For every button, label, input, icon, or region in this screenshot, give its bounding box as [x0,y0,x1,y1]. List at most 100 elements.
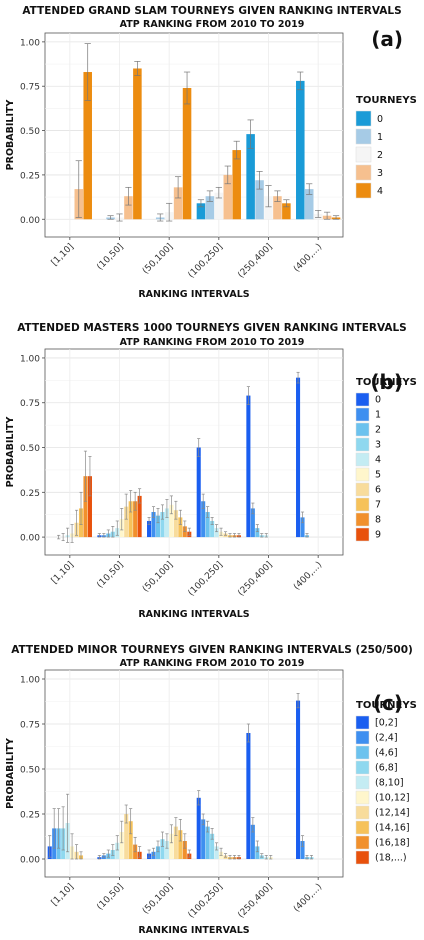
legend-label: 1 [375,409,381,420]
y-tick-label: 0.75 [20,721,40,731]
bar-8-(10,50] [133,501,138,538]
bar-1-(100,250] [201,501,206,538]
bar-3-(250,400] [273,196,282,220]
legend-swatch-[0,2] [355,715,370,730]
bar-1-(50,100] [151,512,156,538]
legend-swatch-0 [355,110,372,127]
bar-(2,4]-(250,400] [250,824,255,859]
bar-(12,14]-(50,100] [173,826,178,859]
bar-9-(10,50] [137,495,142,538]
y-tick-label: 0.25 [20,171,40,181]
x-tick-label: (400,...) [292,242,324,274]
bar-(14,16]-(10,50] [128,821,133,859]
legend-label: 5 [375,469,381,480]
x-tick-label: (10,50] [95,882,125,912]
legend: TOURNEYS 0 1 2 3 4 5 6 7 8 9 [355,377,417,542]
bar-0-(250,400] [246,395,251,538]
y-tick-label: 0.00 [20,534,40,544]
bar-(16,18]-(50,100] [182,841,187,859]
legend-swatch-5 [355,467,370,482]
bar-(14,16]-(50,100] [178,830,183,859]
x-tick-label: (100,250] [187,882,225,920]
x-tick-label: (50,100] [141,560,175,594]
x-tick-label: (250,400] [236,242,274,280]
x-axis-title: RANKING INTERVALS [138,289,249,300]
x-tick-label: (10,50] [95,242,125,272]
legend-title: TOURNEYS [356,700,417,711]
chart-panel-3: ATTENDED MINOR TOURNEYS GIVEN RANKING IN… [5,644,417,936]
y-tick-label: 0.25 [20,489,40,499]
legend: TOURNEYS [0,2] (2,4] (4,6] (6,8] (8,10] (10,12… [355,700,417,865]
bar-6-(10,50] [124,506,129,538]
panel-label: (b) [370,370,403,394]
legend-label: 6 [375,484,381,495]
legend-label: 8 [375,514,381,525]
legend-swatch-(2,4] [355,730,370,745]
x-tick-label: (250,400] [236,560,274,598]
legend-label: 3 [377,168,383,179]
bar-4-(50,100] [164,508,169,538]
chart-title: ATTENDED GRAND SLAM TOURNEYS GIVEN RANKI… [22,5,401,17]
y-tick-label: 0.50 [20,127,40,137]
bar-[0,2]-(400,...) [296,700,301,859]
plot-area [44,348,344,556]
bar-(2,4]-(100,250] [201,819,206,859]
bar-3-(100,250] [223,174,233,220]
y-tick-label: 0.50 [20,444,40,454]
bar-4-(250,400] [282,203,291,220]
y-tick-label: 0.50 [20,766,40,776]
x-tick-label: (50,100] [141,882,175,916]
bar-4-(100,250] [214,528,219,538]
bar-9-[1,10] [87,476,92,538]
x-tick-label: (400,...) [292,560,324,592]
legend-label: 0 [377,114,383,125]
legend-swatch-0 [355,392,370,407]
bar-0-(400,...) [296,377,301,538]
bar-(4,6]-(100,250] [205,826,210,859]
legend-swatch-4 [355,182,372,199]
bar-2-(50,100] [155,515,161,538]
bar-(6,8]-(50,100] [160,839,165,859]
legend-swatch-8 [355,512,370,527]
y-tick-label: 0.75 [20,399,40,409]
legend-label: (6,8] [375,762,398,773]
panel-label: (a) [371,27,403,51]
bar-(6,8]-(100,250] [210,833,215,859]
legend-label: 4 [375,454,381,465]
legend-label: 2 [377,150,383,161]
legend-swatch-3 [355,437,370,452]
chart-subtitle: ATP RANKING FROM 2010 TO 2019 [120,658,305,669]
chart-subtitle: ATP RANKING FROM 2010 TO 2019 [120,19,305,30]
bar-1-(400,...) [300,517,305,538]
legend-title: TOURNEYS [356,95,417,106]
bar-0-(100,250] [196,447,201,538]
legend-label: 0 [375,394,381,405]
legend-label: 2 [375,424,381,435]
legend-swatch-(4,6] [355,745,370,760]
legend-swatch-(6,8] [355,760,370,775]
bar-3-(50,100] [173,187,183,220]
bar-0-(400,...) [296,80,305,220]
bar-6-(50,100] [173,510,178,538]
bar-4-(100,250] [232,150,241,220]
bar-2-(100,250] [214,192,224,220]
legend: TOURNEYS 0 1 2 3 4 [355,95,417,199]
y-tick-label: 0.75 [20,83,40,93]
x-tick-label: (100,250] [187,242,225,280]
y-tick-label: 0.00 [20,856,40,866]
bar-[0,2]-(100,250] [196,797,201,859]
legend-label: (16,18] [375,837,410,848]
plot-area [44,32,344,238]
legend-label: (14,16] [375,822,410,833]
legend-swatch-(12,14] [355,805,370,820]
legend-title: TOURNEYS [356,377,417,388]
legend-swatch-6 [355,482,370,497]
bar-(8,10]-(10,50] [115,842,120,859]
bar-1-(250,400] [255,180,264,220]
bar-3-(50,100] [160,512,165,538]
bar-7-(10,50] [128,501,133,538]
legend-label: (12,14] [375,807,410,818]
bar-2-(100,250] [205,512,210,538]
y-tick-label: 1.00 [20,38,40,48]
